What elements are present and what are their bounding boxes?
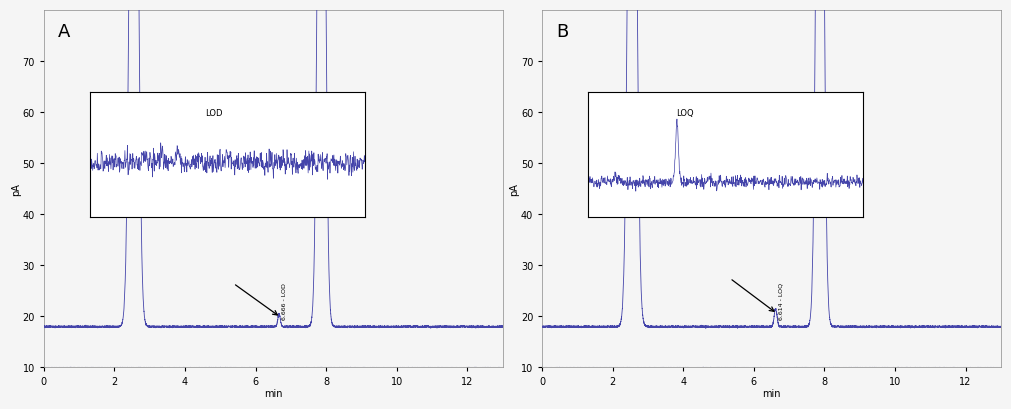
Text: 6.666 - LOD: 6.666 - LOD bbox=[281, 282, 286, 319]
X-axis label: min: min bbox=[761, 388, 780, 398]
Text: 6.614 - LOQ: 6.614 - LOQ bbox=[777, 282, 783, 319]
Text: B: B bbox=[556, 22, 568, 40]
X-axis label: min: min bbox=[264, 388, 282, 398]
Y-axis label: pA: pA bbox=[11, 183, 21, 196]
Text: A: A bbox=[58, 22, 71, 40]
Text: 7.867 - IS: 7.867 - IS bbox=[324, 120, 330, 154]
Text: 7.871 - IS: 7.871 - IS bbox=[822, 120, 828, 154]
Y-axis label: pA: pA bbox=[509, 183, 519, 196]
